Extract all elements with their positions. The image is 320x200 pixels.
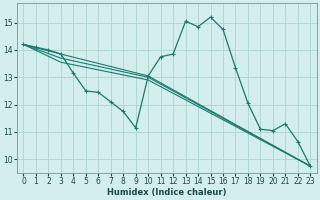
X-axis label: Humidex (Indice chaleur): Humidex (Indice chaleur) bbox=[107, 188, 227, 197]
